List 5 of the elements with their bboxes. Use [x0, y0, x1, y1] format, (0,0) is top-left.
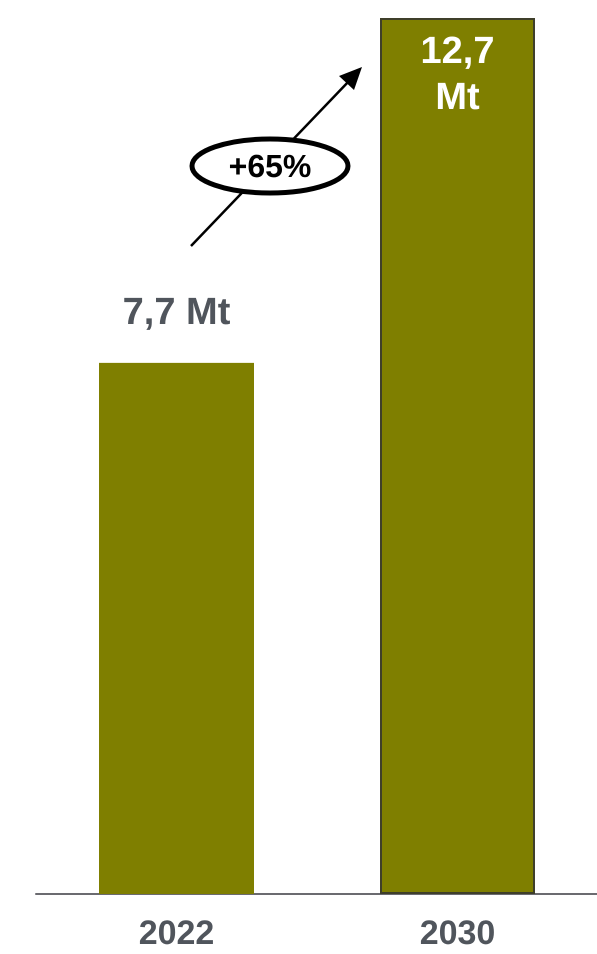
- data-label: 12,7 Mt: [420, 30, 494, 118]
- data-label: 7,7 Mt: [122, 290, 231, 333]
- x-tick-label: 2030: [420, 914, 496, 952]
- x-tick-label: 2022: [138, 914, 214, 952]
- annotation: +65%: [228, 148, 312, 184]
